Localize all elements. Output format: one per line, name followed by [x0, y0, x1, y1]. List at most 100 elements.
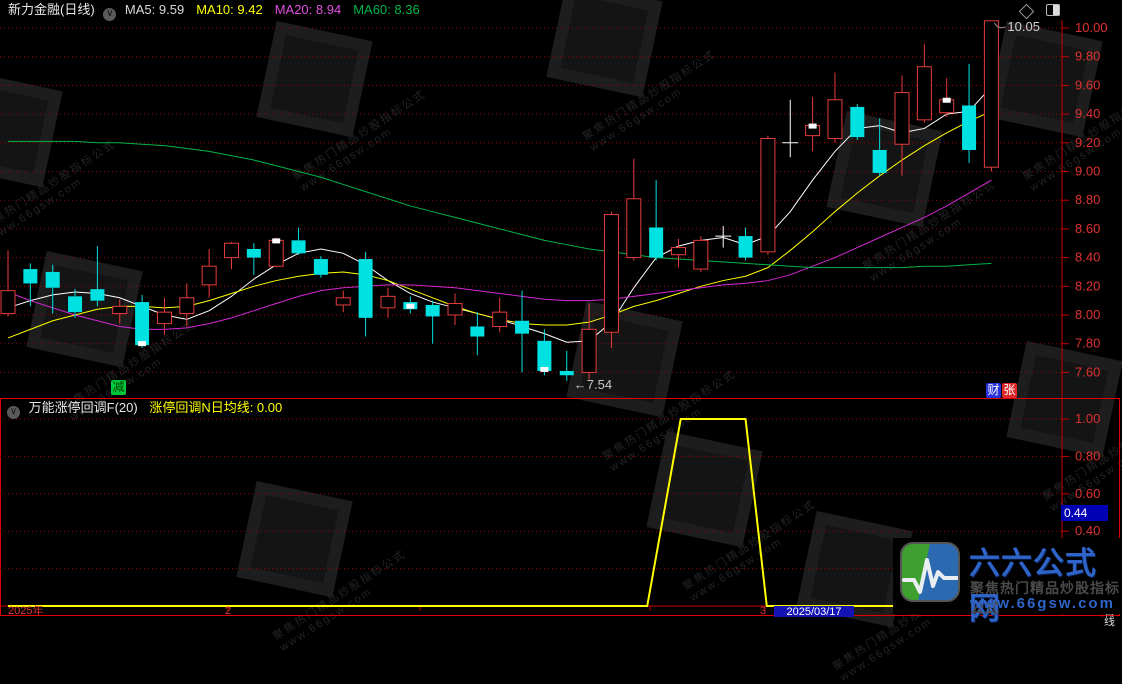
site-logo: 六六公式网 聚焦热门精品炒股指标公式 www.66gsw.com	[893, 538, 1122, 626]
candle[interactable]	[23, 263, 38, 307]
candle[interactable]	[291, 227, 306, 255]
price-tick-label: 8.40	[1075, 250, 1100, 265]
ma-line-ma20	[7, 179, 992, 330]
candle-body-down	[425, 304, 440, 317]
candle[interactable]	[649, 180, 664, 261]
candle[interactable]	[492, 297, 508, 333]
candle[interactable]	[738, 227, 753, 261]
ma-readout-ma60: MA60: 8.36	[353, 2, 420, 17]
candle[interactable]	[90, 246, 105, 307]
event-badge[interactable]: 张	[1002, 383, 1017, 398]
panel-toggle-icon[interactable]	[1046, 4, 1060, 16]
candle-body-down	[850, 106, 865, 138]
collapse-chevron-icon[interactable]: ∨	[103, 8, 117, 21]
candle[interactable]	[224, 241, 239, 270]
signal-marker	[406, 303, 415, 309]
candle[interactable]	[470, 312, 485, 356]
selected-date-box: 2025/03/17	[774, 606, 854, 617]
indicator-value-box: 0.44	[1061, 505, 1108, 521]
candle[interactable]	[581, 303, 597, 380]
candle[interactable]	[201, 248, 217, 298]
callout-arrow	[993, 22, 1006, 29]
candle-body-up	[492, 311, 508, 327]
candle-body-up	[581, 328, 597, 373]
high-price-callout: 10.05	[1007, 19, 1040, 34]
logo-url[interactable]: www.66gsw.com	[970, 595, 1115, 612]
candle-body-down	[135, 302, 150, 346]
candle[interactable]	[0, 250, 16, 317]
candle[interactable]	[135, 294, 150, 349]
candle-body-up	[201, 265, 217, 286]
candle[interactable]	[515, 290, 530, 373]
event-badge[interactable]: 财	[986, 383, 1001, 398]
candle-body-up	[156, 311, 172, 325]
candle[interactable]	[805, 96, 821, 152]
candle[interactable]	[68, 289, 83, 318]
candlestick-chart-canvas[interactable]: 10.00 9.80 9.60 9.40 9.20 9.00 8.80 8.60 8.40 8.2…	[0, 0, 1122, 617]
indicator-collapse-chevron-icon[interactable]: ∨	[7, 406, 20, 419]
candle-body-up	[179, 297, 195, 315]
candle-body-down	[537, 340, 552, 371]
candle[interactable]	[626, 158, 642, 261]
candle[interactable]	[693, 236, 709, 272]
candle[interactable]	[671, 238, 686, 268]
candle-body-down	[68, 296, 83, 313]
candle[interactable]	[850, 104, 865, 140]
candle[interactable]	[916, 43, 932, 123]
candle-body-up	[0, 290, 16, 315]
axis-year-label: 2025年	[8, 605, 44, 617]
candle-body-up	[983, 20, 999, 168]
axis-month-label: 3	[760, 605, 767, 617]
candle[interactable]	[983, 20, 999, 172]
ma-readout-ma10: MA10: 9.42	[196, 2, 263, 17]
indicator-tick-label: 0.80	[1075, 448, 1100, 463]
candle[interactable]	[782, 99, 799, 158]
diamond-icon[interactable]	[1019, 3, 1035, 20]
event-badge[interactable]: 减	[111, 380, 126, 395]
candle[interactable]	[380, 287, 396, 318]
candle[interactable]	[603, 211, 619, 349]
ma-readout-ma5: MA5: 9.59	[124, 2, 185, 17]
candle-body-up	[224, 242, 239, 259]
candle-body-down	[515, 320, 530, 334]
candle[interactable]	[962, 63, 977, 163]
price-tick-label: 8.00	[1075, 307, 1100, 322]
candle-body-up	[760, 137, 776, 253]
candle[interactable]	[112, 299, 128, 324]
candle-body-down	[559, 370, 574, 376]
candle[interactable]	[425, 300, 440, 344]
candle[interactable]	[246, 243, 261, 275]
candle[interactable]	[894, 75, 910, 176]
candle[interactable]	[45, 264, 60, 314]
price-tick-label: 7.80	[1075, 336, 1100, 351]
signal-marker	[138, 341, 147, 347]
indicator-param-readout: 涨停回调N日均线: 0.00	[149, 400, 283, 415]
price-tick-label: 8.20	[1075, 278, 1100, 293]
price-tick-label: 8.80	[1075, 192, 1100, 207]
signal-marker	[942, 97, 951, 103]
price-tick-label: 8.60	[1075, 221, 1100, 236]
candle-body-down	[313, 259, 328, 275]
candle-body-down	[90, 289, 105, 301]
candle[interactable]	[313, 256, 328, 278]
candle-body-up	[447, 303, 463, 316]
candle-body-up	[112, 305, 128, 315]
candle[interactable]	[760, 135, 776, 255]
candle[interactable]	[827, 72, 843, 143]
candle[interactable]	[358, 251, 373, 337]
ma-readout-ma20: MA20: 8.94	[274, 2, 342, 17]
candle[interactable]	[872, 118, 887, 176]
indicator-tick-label: 1.00	[1075, 411, 1100, 426]
candle[interactable]	[715, 226, 732, 248]
candle[interactable]	[447, 293, 463, 326]
candle[interactable]	[179, 283, 195, 327]
price-tick-label: 10.00	[1075, 20, 1108, 35]
candle[interactable]	[559, 350, 574, 382]
indicator-name: 万能涨停回调F(20)	[28, 400, 138, 415]
candle-body-down	[45, 271, 60, 288]
signal-marker	[808, 123, 817, 129]
candle[interactable]	[156, 297, 172, 336]
candle[interactable]	[939, 78, 955, 117]
candle[interactable]	[335, 290, 351, 313]
